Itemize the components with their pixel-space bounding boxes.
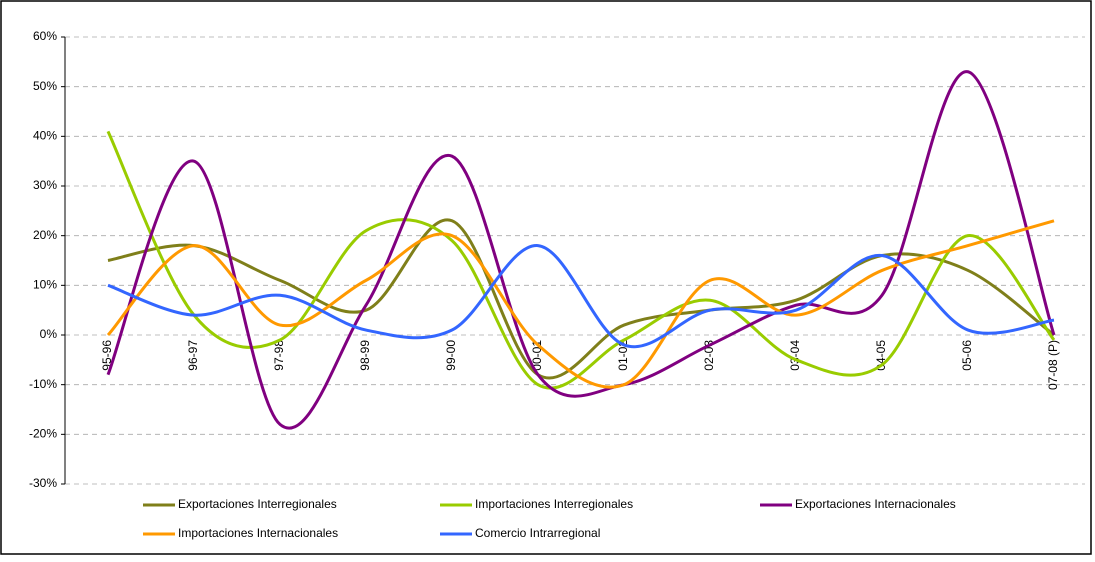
- legend-label: Exportaciones Internacionales: [795, 497, 956, 511]
- series-line: [106, 130, 1056, 390]
- y-tick-label: -30%: [29, 476, 57, 490]
- x-tick-label: 07-08 (P): [1046, 340, 1060, 390]
- series-line: [106, 219, 1055, 389]
- legend-label: Importaciones Internacionales: [178, 526, 338, 540]
- series-line: [107, 244, 1055, 349]
- y-tick-label: -20%: [29, 427, 57, 441]
- series-line: [106, 70, 1056, 430]
- y-tick-label: 30%: [33, 178, 57, 192]
- legend-label: Importaciones Interregionales: [475, 497, 633, 511]
- y-tick-label: 60%: [33, 29, 57, 43]
- y-tick-label: 20%: [33, 228, 57, 242]
- y-tick-label: 0%: [40, 327, 58, 341]
- x-tick-label: 97-98: [272, 340, 286, 371]
- y-tick-label: 50%: [33, 79, 57, 93]
- y-tick-label: 10%: [33, 278, 57, 292]
- legend-label: Comercio Intrarregional: [475, 526, 600, 540]
- x-tick-label: 96-97: [186, 340, 200, 371]
- x-tick-label: 99-00: [444, 340, 458, 371]
- x-tick-label: 05-06: [960, 340, 974, 371]
- legend-label: Exportaciones Interregionales: [178, 497, 337, 511]
- x-tick-label: 03-04: [788, 340, 802, 371]
- x-tick-label: 98-99: [358, 340, 372, 371]
- y-tick-label: -10%: [29, 377, 57, 391]
- x-tick-label: 01-02: [616, 340, 630, 371]
- y-tick-label: 40%: [33, 129, 57, 143]
